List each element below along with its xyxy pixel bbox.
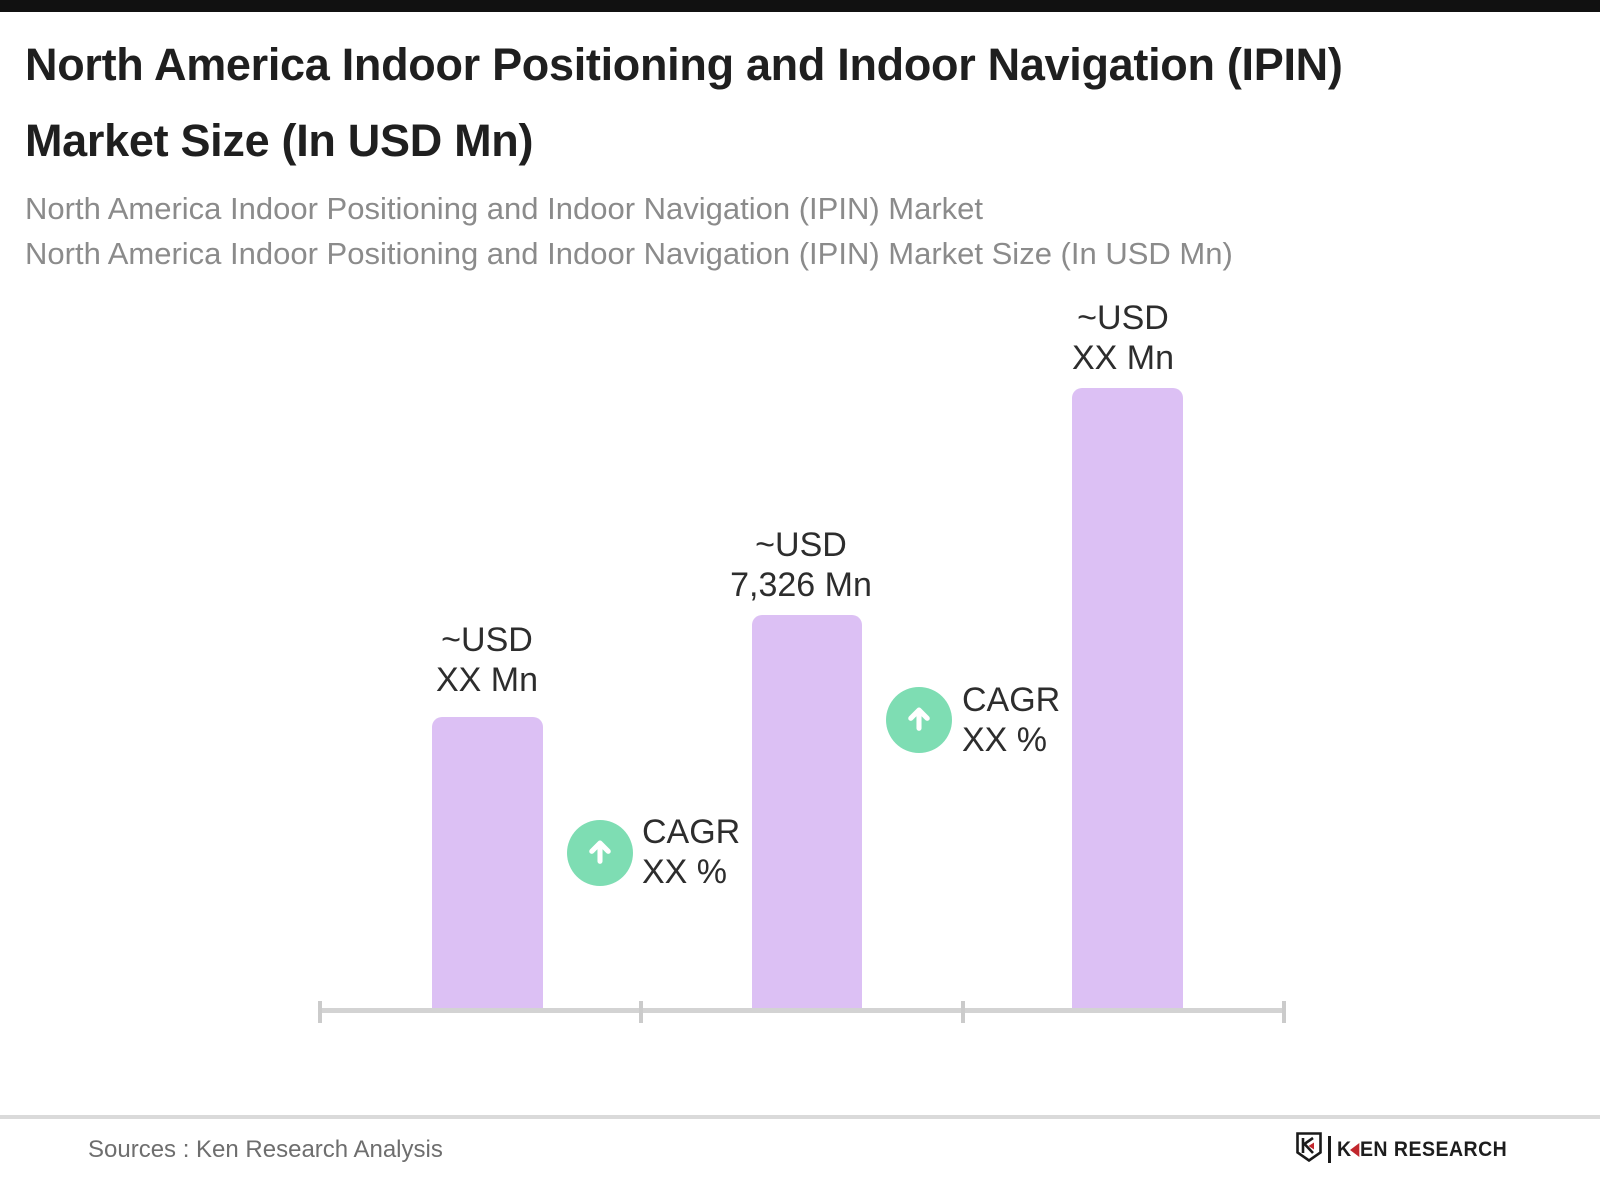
cagr-badge-2	[886, 687, 952, 753]
cagr-label-1-line2: XX %	[642, 853, 728, 891]
bar-value-label-2-line1: ~USD	[755, 526, 847, 564]
top-accent-bar	[0, 0, 1600, 12]
arrow-up-icon	[900, 699, 938, 742]
ken-research-shield-icon	[1296, 1132, 1322, 1167]
bar-period-1	[432, 717, 543, 1011]
bar-value-label-3-line2: XX Mn	[1071, 339, 1175, 377]
chart-subtitle-line1: North America Indoor Positioning and Ind…	[25, 191, 984, 226]
chart-subtitle-line2: North America Indoor Positioning and Ind…	[25, 236, 1233, 271]
logo-red-triangle-icon	[1349, 1142, 1360, 1157]
cagr-label-2: CAGR XX %	[962, 680, 1060, 760]
bar-period-3	[1072, 388, 1183, 1011]
x-axis-tick	[961, 1001, 965, 1023]
bar-period-2	[752, 615, 862, 1011]
page-title-line1: North America Indoor Positioning and Ind…	[25, 39, 1343, 90]
bar-value-label-3: ~USD XX Mn	[973, 298, 1273, 378]
ken-research-logo: K EN RESEARCH	[1296, 1132, 1520, 1167]
page-title-line2: Market Size (In USD Mn)	[25, 115, 534, 166]
cagr-label-2-line1: CAGR	[962, 681, 1061, 719]
bar-value-label-3-line1: ~USD	[1077, 299, 1169, 337]
x-axis-tick	[1282, 1001, 1286, 1023]
cagr-label-1: CAGR XX %	[642, 812, 740, 892]
bar-value-label-2-line2: 7,326 Mn	[730, 566, 872, 604]
footer-divider	[0, 1115, 1600, 1119]
logo-separator	[1328, 1136, 1331, 1163]
logo-wordmark: K EN RESEARCH	[1337, 1138, 1507, 1162]
bar-value-label-2: ~USD 7,326 Mn	[651, 525, 951, 605]
arrow-up-icon	[581, 832, 619, 875]
x-axis-line	[320, 1008, 1286, 1013]
logo-letter-k: K	[1337, 1137, 1352, 1161]
logo-wordmark-rest: EN RESEARCH	[1359, 1137, 1508, 1161]
x-axis-tick	[318, 1001, 322, 1023]
cagr-label-2-line2: XX %	[962, 721, 1048, 759]
bar-value-label-1: ~USD XX Mn	[337, 620, 637, 700]
x-axis-tick	[639, 1001, 643, 1023]
bar-value-label-1-line1: ~USD	[441, 621, 533, 659]
bar-value-label-1-line2: XX Mn	[435, 661, 539, 699]
source-attribution: Sources : Ken Research Analysis	[88, 1136, 443, 1163]
cagr-badge-1	[567, 820, 633, 886]
cagr-label-1-line1: CAGR	[642, 813, 741, 851]
